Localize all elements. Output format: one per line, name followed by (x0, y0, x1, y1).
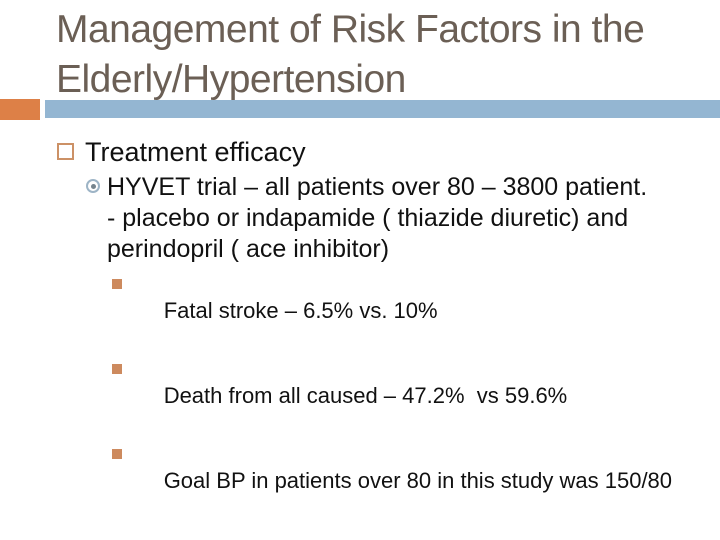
bullet-level3-list: Fatal stroke – 6.5% vs. 10% Death from a… (112, 272, 673, 527)
hyvet-line-3: perindopril ( ace inhibitor) (107, 235, 390, 263)
stat-item-fatal-stroke: Fatal stroke – 6.5% vs. 10% (112, 272, 672, 350)
square-bullet-icon (112, 279, 122, 289)
stat-text: Goal BP in patients over 80 in this stud… (163, 468, 673, 493)
stat-item-death-all-cause: Death from all caused – 47.2% vs 59.6% (112, 357, 672, 435)
square-bullet-icon (112, 364, 122, 374)
stat-text: Fatal stroke – 6.5% vs. 10% (163, 298, 438, 323)
stat-item-goal-bp: Goal BP in patients over 80 in this stud… (112, 442, 673, 520)
bullet-level1-row: Treatment efficacy (57, 136, 306, 168)
slide-title: Management of Risk Factors in the Elderl… (56, 5, 645, 105)
slide-title-line-1: Management of Risk Factors in the (56, 8, 645, 51)
bullet-level2-paragraph: HYVET trial – all patients over 80 – 380… (86, 172, 648, 265)
hyvet-line-2: - placebo or indapamide ( thiazide diure… (107, 204, 629, 232)
hyvet-line-1: HYVET trial – all patients over 80 – 380… (107, 173, 648, 201)
slide-title-line-2: Elderly/Hypertension (56, 58, 406, 101)
square-outline-bullet-icon (57, 143, 74, 160)
stat-text: Death from all caused – 47.2% vs 59.6% (163, 383, 568, 408)
accent-bar-orange (0, 99, 40, 120)
accent-bar-blue (45, 100, 720, 118)
bullet-level1-text: Treatment efficacy (85, 137, 306, 167)
square-bullet-icon (112, 449, 122, 459)
circle-dot-bullet-icon (86, 179, 100, 193)
